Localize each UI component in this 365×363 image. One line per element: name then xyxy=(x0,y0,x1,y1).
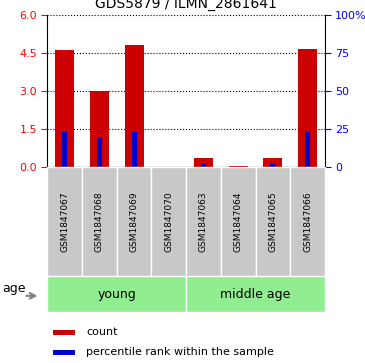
Bar xyxy=(201,164,206,167)
Text: percentile rank within the sample: percentile rank within the sample xyxy=(86,347,274,356)
Title: GDS5879 / ILMN_2861641: GDS5879 / ILMN_2861641 xyxy=(95,0,277,11)
Text: GSM1847066: GSM1847066 xyxy=(303,191,312,252)
Bar xyxy=(305,132,310,167)
Text: GSM1847067: GSM1847067 xyxy=(60,191,69,252)
Bar xyxy=(298,49,317,167)
Text: GSM1847064: GSM1847064 xyxy=(234,191,243,252)
Bar xyxy=(151,167,186,276)
Bar xyxy=(53,330,75,335)
Bar xyxy=(47,276,186,312)
Bar xyxy=(263,158,283,167)
Text: young: young xyxy=(97,287,136,301)
Text: GSM1847068: GSM1847068 xyxy=(95,191,104,252)
Text: GSM1847065: GSM1847065 xyxy=(268,191,277,252)
Bar xyxy=(124,45,144,167)
Bar xyxy=(53,350,75,355)
Text: age: age xyxy=(3,282,26,295)
Bar xyxy=(97,138,102,167)
Bar xyxy=(55,50,74,167)
Text: GSM1847069: GSM1847069 xyxy=(130,191,139,252)
Bar xyxy=(47,167,82,276)
Bar xyxy=(186,167,221,276)
Bar xyxy=(82,167,117,276)
Bar xyxy=(290,167,325,276)
Bar xyxy=(90,91,109,167)
Bar xyxy=(186,276,325,312)
Bar xyxy=(117,167,151,276)
Bar xyxy=(194,158,213,167)
Bar xyxy=(270,164,275,167)
Bar xyxy=(221,167,255,276)
Bar xyxy=(62,132,67,167)
Bar xyxy=(132,132,137,167)
Text: GSM1847070: GSM1847070 xyxy=(164,191,173,252)
Text: middle age: middle age xyxy=(220,287,291,301)
Bar xyxy=(255,167,290,276)
Text: count: count xyxy=(86,327,118,337)
Text: GSM1847063: GSM1847063 xyxy=(199,191,208,252)
